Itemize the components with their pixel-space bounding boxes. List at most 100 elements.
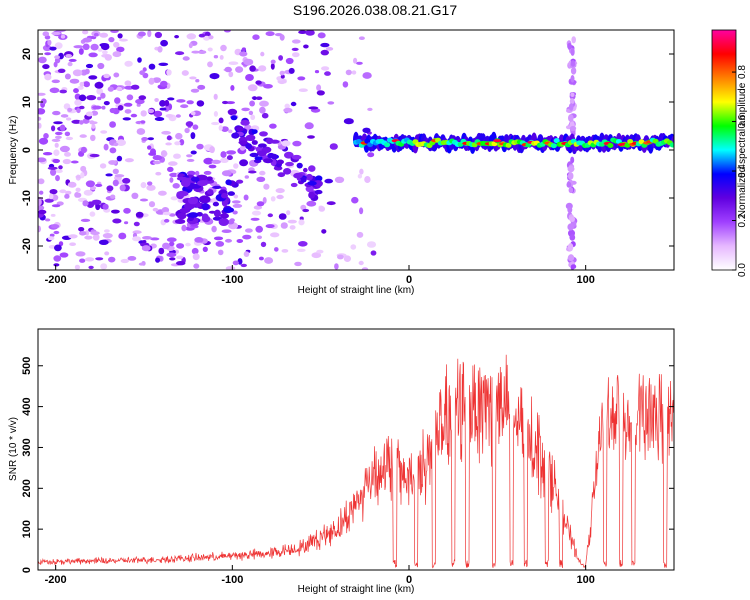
noise-blob [358,260,364,266]
noise-blob [288,67,295,74]
noise-blob [57,68,66,74]
noise-blob [120,258,129,264]
noise-blob [173,153,181,159]
noise-blob [185,242,191,247]
track-blob [300,176,307,183]
track-blob [305,173,313,181]
noise-blob [270,63,275,70]
noise-blob [82,43,90,51]
column-blob [570,156,575,164]
noise-blob [60,114,69,118]
noise-blob [124,60,133,67]
noise-blob [110,194,116,199]
noise-blob [186,154,193,158]
noise-blob [105,173,113,177]
track-blob [296,162,303,169]
noise-blob [175,132,183,140]
noise-blob [44,198,54,203]
noise-blob [190,150,197,155]
noise-blob [250,217,260,221]
noise-blob [213,55,219,59]
noise-blob [179,139,185,146]
track-blob [245,143,253,150]
noise-blob [186,100,194,105]
noise-blob [74,264,80,270]
noise-blob [215,241,225,247]
noise-blob [99,43,109,47]
noise-blob [64,131,71,137]
noise-blob [170,196,179,201]
noise-blob [248,170,257,174]
noise-blob [262,197,267,204]
noise-blob [147,181,153,186]
noise-blob [43,133,49,139]
noise-blob [334,263,339,270]
noise-blob [285,57,294,65]
noise-blob [166,135,172,141]
cluster-blob [213,209,221,218]
noise-blob [140,182,147,189]
noise-blob [42,44,52,52]
noise-blob [180,104,189,109]
noise-blob [247,84,258,92]
noise-blob [253,205,263,210]
column-blob [568,103,574,111]
noise-blob [172,183,180,189]
noise-blob [49,189,58,195]
noise-blob [158,190,167,196]
noise-blob [141,245,151,252]
noise-blob [252,34,260,40]
noise-blob [139,198,149,202]
noise-blob [95,257,104,261]
noise-blob [169,177,174,183]
noise-blob [227,108,238,116]
noise-blob [51,79,60,84]
noise-blob [241,47,246,52]
noise-blob [108,160,117,165]
noise-blob [50,213,56,217]
noise-blob [345,69,352,76]
noise-blob [181,70,189,76]
noise-blob [88,75,98,80]
noise-blob [132,236,142,242]
noise-blob [324,178,334,184]
noise-blob [53,230,60,235]
noise-blob [138,262,145,266]
column-blob [567,165,575,173]
noise-blob [100,130,108,134]
noise-blob [212,185,222,189]
noise-blob [243,194,249,201]
noise-blob [69,78,80,84]
noise-blob [107,86,114,92]
noise-blob [222,100,229,105]
noise-blob [261,112,269,119]
noise-blob [59,189,67,194]
track-blob [291,154,302,160]
noise-blob [148,77,155,85]
noise-blob [192,253,200,261]
noise-blob [38,108,46,115]
noise-blob [196,143,204,150]
noise-blob [255,80,262,85]
noise-blob [74,99,82,106]
noise-blob [359,168,364,175]
noise-blob [243,58,254,66]
noise-blob [89,211,96,217]
y-tick-label: -10 [21,190,33,206]
noise-blob [265,224,275,229]
noise-blob [62,158,72,165]
noise-blob [100,263,108,270]
noise-blob [86,95,97,101]
noise-blob [67,61,73,67]
noise-blob [236,239,244,243]
track-blob [251,140,258,145]
noise-blob [327,101,335,105]
noise-blob [53,121,63,125]
noise-blob [85,180,95,188]
noise-blob [270,196,276,202]
signal-core [553,138,560,144]
track-blob [265,137,274,145]
noise-blob [356,231,364,238]
noise-blob [106,185,114,192]
noise-blob [221,170,232,177]
